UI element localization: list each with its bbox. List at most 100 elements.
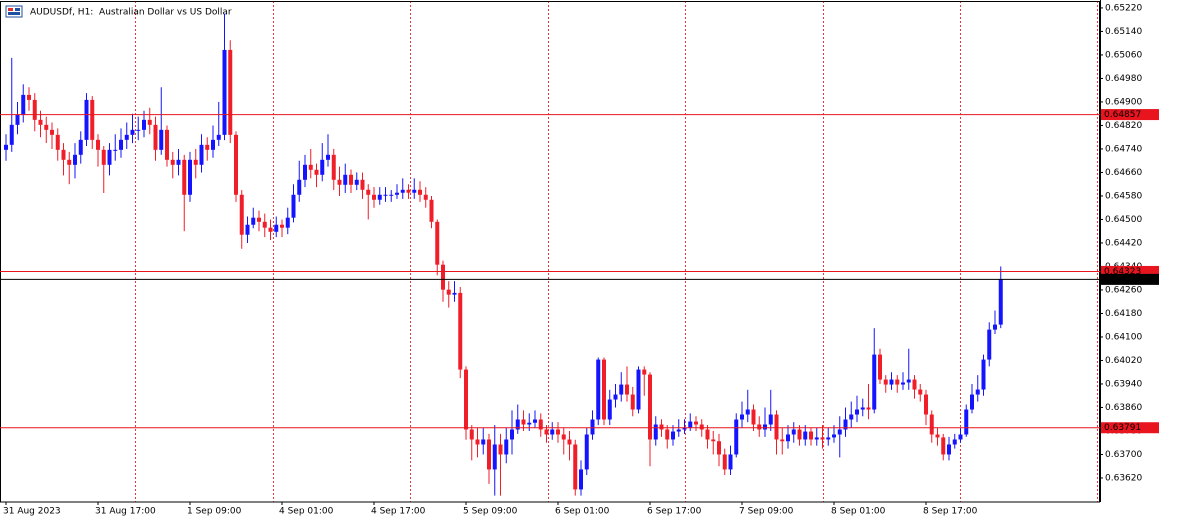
candle-body	[671, 431, 675, 440]
candle-body	[826, 437, 831, 440]
candle-body	[694, 421, 698, 425]
y-tick-label: 0.64580	[1105, 191, 1142, 201]
y-tick-label: 0.64500	[1105, 215, 1142, 225]
candle-body	[314, 169, 319, 175]
candle-body	[400, 189, 405, 193]
candle-body	[906, 379, 911, 383]
candle-body	[786, 434, 790, 442]
candle-body	[561, 434, 566, 440]
candle-body	[15, 114, 20, 125]
candle-body	[843, 419, 848, 430]
candle-body	[630, 394, 635, 410]
candle-body	[395, 192, 399, 195]
candle-body	[418, 189, 422, 195]
candle-body	[274, 224, 279, 232]
candle-body	[193, 159, 198, 165]
candle-body	[377, 194, 382, 200]
candle-body	[774, 414, 779, 440]
candle-body	[711, 439, 716, 442]
candle-body	[918, 389, 923, 395]
candle-body	[866, 407, 871, 410]
icon-bar	[15, 8, 20, 11]
candle-body	[136, 129, 141, 131]
candle-body	[446, 289, 451, 295]
candle-body	[958, 434, 963, 440]
candle-body	[510, 429, 514, 440]
candle-body	[268, 227, 273, 232]
candle-body	[469, 429, 474, 440]
candle-body	[533, 419, 537, 423]
candle-body	[360, 179, 365, 190]
candle-body	[682, 427, 687, 430]
candle-body	[665, 429, 670, 440]
x-tick-label: 8 Sep 17:00	[923, 507, 978, 517]
candle-body	[452, 292, 457, 295]
y-tick-label: 0.65220	[1105, 3, 1142, 13]
candle-body	[544, 429, 549, 435]
x-tick-label: 7 Sep 09:00	[739, 507, 794, 517]
candle-body	[165, 129, 169, 160]
candle-body	[659, 424, 664, 430]
candle-body	[596, 359, 601, 420]
price-level-label: 0.64857	[1104, 110, 1141, 120]
candle-body	[556, 429, 560, 435]
candle-body	[349, 174, 353, 185]
candle-body	[579, 469, 583, 490]
candle-body	[642, 369, 647, 375]
candle-body	[929, 414, 934, 435]
candle-body	[429, 199, 434, 222]
candle-body	[343, 174, 348, 185]
candle-body	[935, 434, 940, 438]
candle-body	[113, 149, 118, 151]
icon-frame	[5, 5, 23, 18]
candle-body	[872, 354, 877, 410]
y-tick-label: 0.65060	[1105, 50, 1142, 60]
candle-body	[947, 444, 951, 455]
candle-body	[487, 439, 491, 470]
candle-body	[337, 179, 342, 185]
candle-body	[613, 394, 618, 400]
candle-body	[303, 164, 307, 180]
candle-body	[107, 149, 112, 165]
candle-body	[705, 429, 710, 440]
candle-body	[245, 224, 250, 235]
x-tick-label: 31 Aug 2023	[3, 507, 61, 517]
candle-body	[441, 264, 445, 290]
candle-body	[981, 359, 986, 390]
icon-bar	[8, 8, 13, 11]
candle-body	[412, 189, 417, 193]
candle-body	[527, 422, 532, 425]
candle-body	[101, 149, 106, 165]
candle-body	[998, 279, 1003, 325]
x-tick-label: 5 Sep 09:00	[463, 507, 518, 517]
candle-body	[717, 441, 721, 455]
candle-body	[734, 419, 739, 455]
candle-body	[372, 194, 376, 200]
candle-body	[498, 444, 503, 455]
candle-body	[751, 409, 756, 425]
candle-body	[883, 379, 888, 385]
candle-body	[458, 292, 463, 370]
candle-body	[538, 419, 543, 430]
candle-body	[481, 439, 486, 445]
candle-body	[688, 421, 693, 428]
candle-body	[797, 429, 802, 440]
y-tick-label: 0.64980	[1105, 74, 1142, 84]
candle-body	[124, 134, 129, 140]
candle-body	[234, 134, 238, 195]
candle-body	[550, 429, 555, 435]
candle-body	[901, 382, 905, 385]
candle-body	[222, 49, 227, 135]
y-tick-label: 0.64260	[1105, 285, 1142, 295]
candle-body	[389, 194, 394, 196]
x-tick-label: 31 Aug 17:00	[95, 507, 156, 517]
candle-body	[820, 437, 825, 440]
candle-body	[636, 369, 641, 410]
candle-body	[602, 359, 606, 420]
vertical-grid	[135, 1, 1098, 502]
candle-body	[475, 439, 480, 445]
candle-body	[791, 429, 796, 435]
candle-body	[78, 139, 83, 155]
candle-body	[96, 139, 100, 150]
candle-body	[280, 224, 284, 228]
